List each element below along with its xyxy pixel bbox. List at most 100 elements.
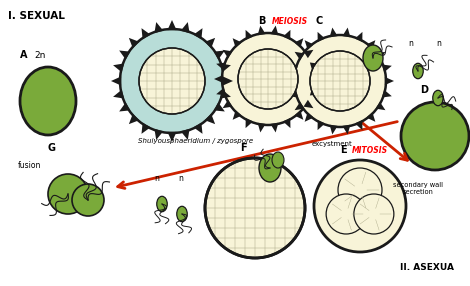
Text: MITOSIS: MITOSIS [352, 146, 388, 155]
Polygon shape [305, 112, 313, 122]
Text: II. ASEXUA: II. ASEXUA [400, 263, 454, 272]
Polygon shape [119, 51, 130, 59]
Circle shape [401, 102, 469, 170]
Polygon shape [342, 27, 350, 37]
Polygon shape [167, 132, 177, 142]
Polygon shape [194, 123, 203, 134]
Ellipse shape [157, 196, 167, 212]
Polygon shape [376, 102, 385, 110]
Polygon shape [204, 114, 215, 124]
Polygon shape [220, 90, 231, 99]
Circle shape [354, 194, 394, 234]
Polygon shape [270, 25, 278, 35]
Polygon shape [288, 64, 298, 72]
Polygon shape [310, 63, 320, 70]
Polygon shape [194, 28, 203, 39]
Ellipse shape [433, 90, 443, 106]
Polygon shape [313, 75, 322, 83]
Text: A: A [20, 50, 28, 60]
Text: F: F [240, 143, 247, 153]
Polygon shape [286, 77, 295, 85]
Polygon shape [382, 64, 392, 72]
Circle shape [222, 33, 314, 125]
Polygon shape [129, 38, 139, 48]
Text: MEIOSIS: MEIOSIS [272, 17, 308, 26]
Circle shape [72, 184, 104, 216]
Ellipse shape [177, 206, 187, 222]
Circle shape [314, 160, 406, 252]
Polygon shape [329, 125, 337, 134]
Text: n: n [436, 39, 441, 48]
Polygon shape [181, 129, 189, 140]
Polygon shape [355, 120, 362, 130]
Polygon shape [295, 102, 305, 110]
Polygon shape [355, 32, 362, 42]
Circle shape [205, 158, 305, 258]
Text: fusion: fusion [18, 161, 41, 170]
Polygon shape [214, 51, 225, 59]
Polygon shape [233, 110, 242, 120]
Polygon shape [283, 30, 290, 40]
Polygon shape [294, 110, 303, 120]
Circle shape [338, 168, 382, 212]
Polygon shape [270, 123, 278, 132]
Polygon shape [283, 118, 290, 128]
Circle shape [139, 48, 205, 114]
Polygon shape [258, 25, 266, 35]
Polygon shape [304, 50, 313, 58]
Ellipse shape [363, 45, 383, 71]
Polygon shape [294, 38, 303, 48]
Polygon shape [288, 90, 298, 98]
Text: excystment: excystment [312, 141, 353, 147]
Polygon shape [376, 52, 385, 60]
Text: C: C [315, 16, 322, 26]
Circle shape [294, 35, 386, 127]
Polygon shape [318, 120, 325, 130]
Polygon shape [258, 123, 266, 132]
Polygon shape [141, 123, 150, 134]
Polygon shape [295, 52, 305, 60]
Text: I. SEXUAL: I. SEXUAL [8, 11, 65, 21]
Text: B: B [258, 16, 266, 26]
Circle shape [120, 29, 224, 133]
Circle shape [310, 51, 370, 111]
Text: n: n [408, 39, 413, 48]
Text: D: D [420, 85, 428, 95]
Polygon shape [119, 102, 130, 112]
Polygon shape [245, 118, 253, 128]
Polygon shape [366, 112, 376, 122]
Text: G: G [48, 143, 56, 153]
Polygon shape [382, 90, 392, 98]
Polygon shape [233, 38, 242, 48]
Text: n: n [154, 174, 159, 183]
Polygon shape [113, 63, 124, 72]
Polygon shape [342, 125, 350, 134]
Polygon shape [329, 27, 337, 37]
Polygon shape [214, 75, 223, 83]
Polygon shape [141, 28, 150, 39]
Polygon shape [223, 50, 233, 58]
Polygon shape [305, 40, 313, 50]
Polygon shape [223, 76, 233, 86]
Polygon shape [204, 38, 215, 48]
Polygon shape [155, 129, 163, 140]
Polygon shape [155, 22, 163, 33]
Polygon shape [223, 100, 233, 108]
Polygon shape [113, 90, 124, 99]
Text: n: n [178, 174, 183, 183]
Polygon shape [167, 20, 177, 30]
Polygon shape [220, 63, 231, 72]
Polygon shape [181, 22, 189, 33]
Polygon shape [216, 88, 226, 96]
Circle shape [238, 49, 298, 109]
Ellipse shape [413, 63, 423, 79]
Text: Shuiyousphaeridium / zygospore: Shuiyousphaeridium / zygospore [138, 138, 253, 144]
Text: 2n: 2n [34, 51, 46, 60]
Polygon shape [366, 40, 376, 50]
Circle shape [125, 35, 218, 127]
Ellipse shape [259, 154, 281, 182]
Polygon shape [245, 30, 253, 40]
Polygon shape [385, 77, 394, 85]
Polygon shape [111, 76, 121, 86]
Polygon shape [214, 102, 225, 112]
